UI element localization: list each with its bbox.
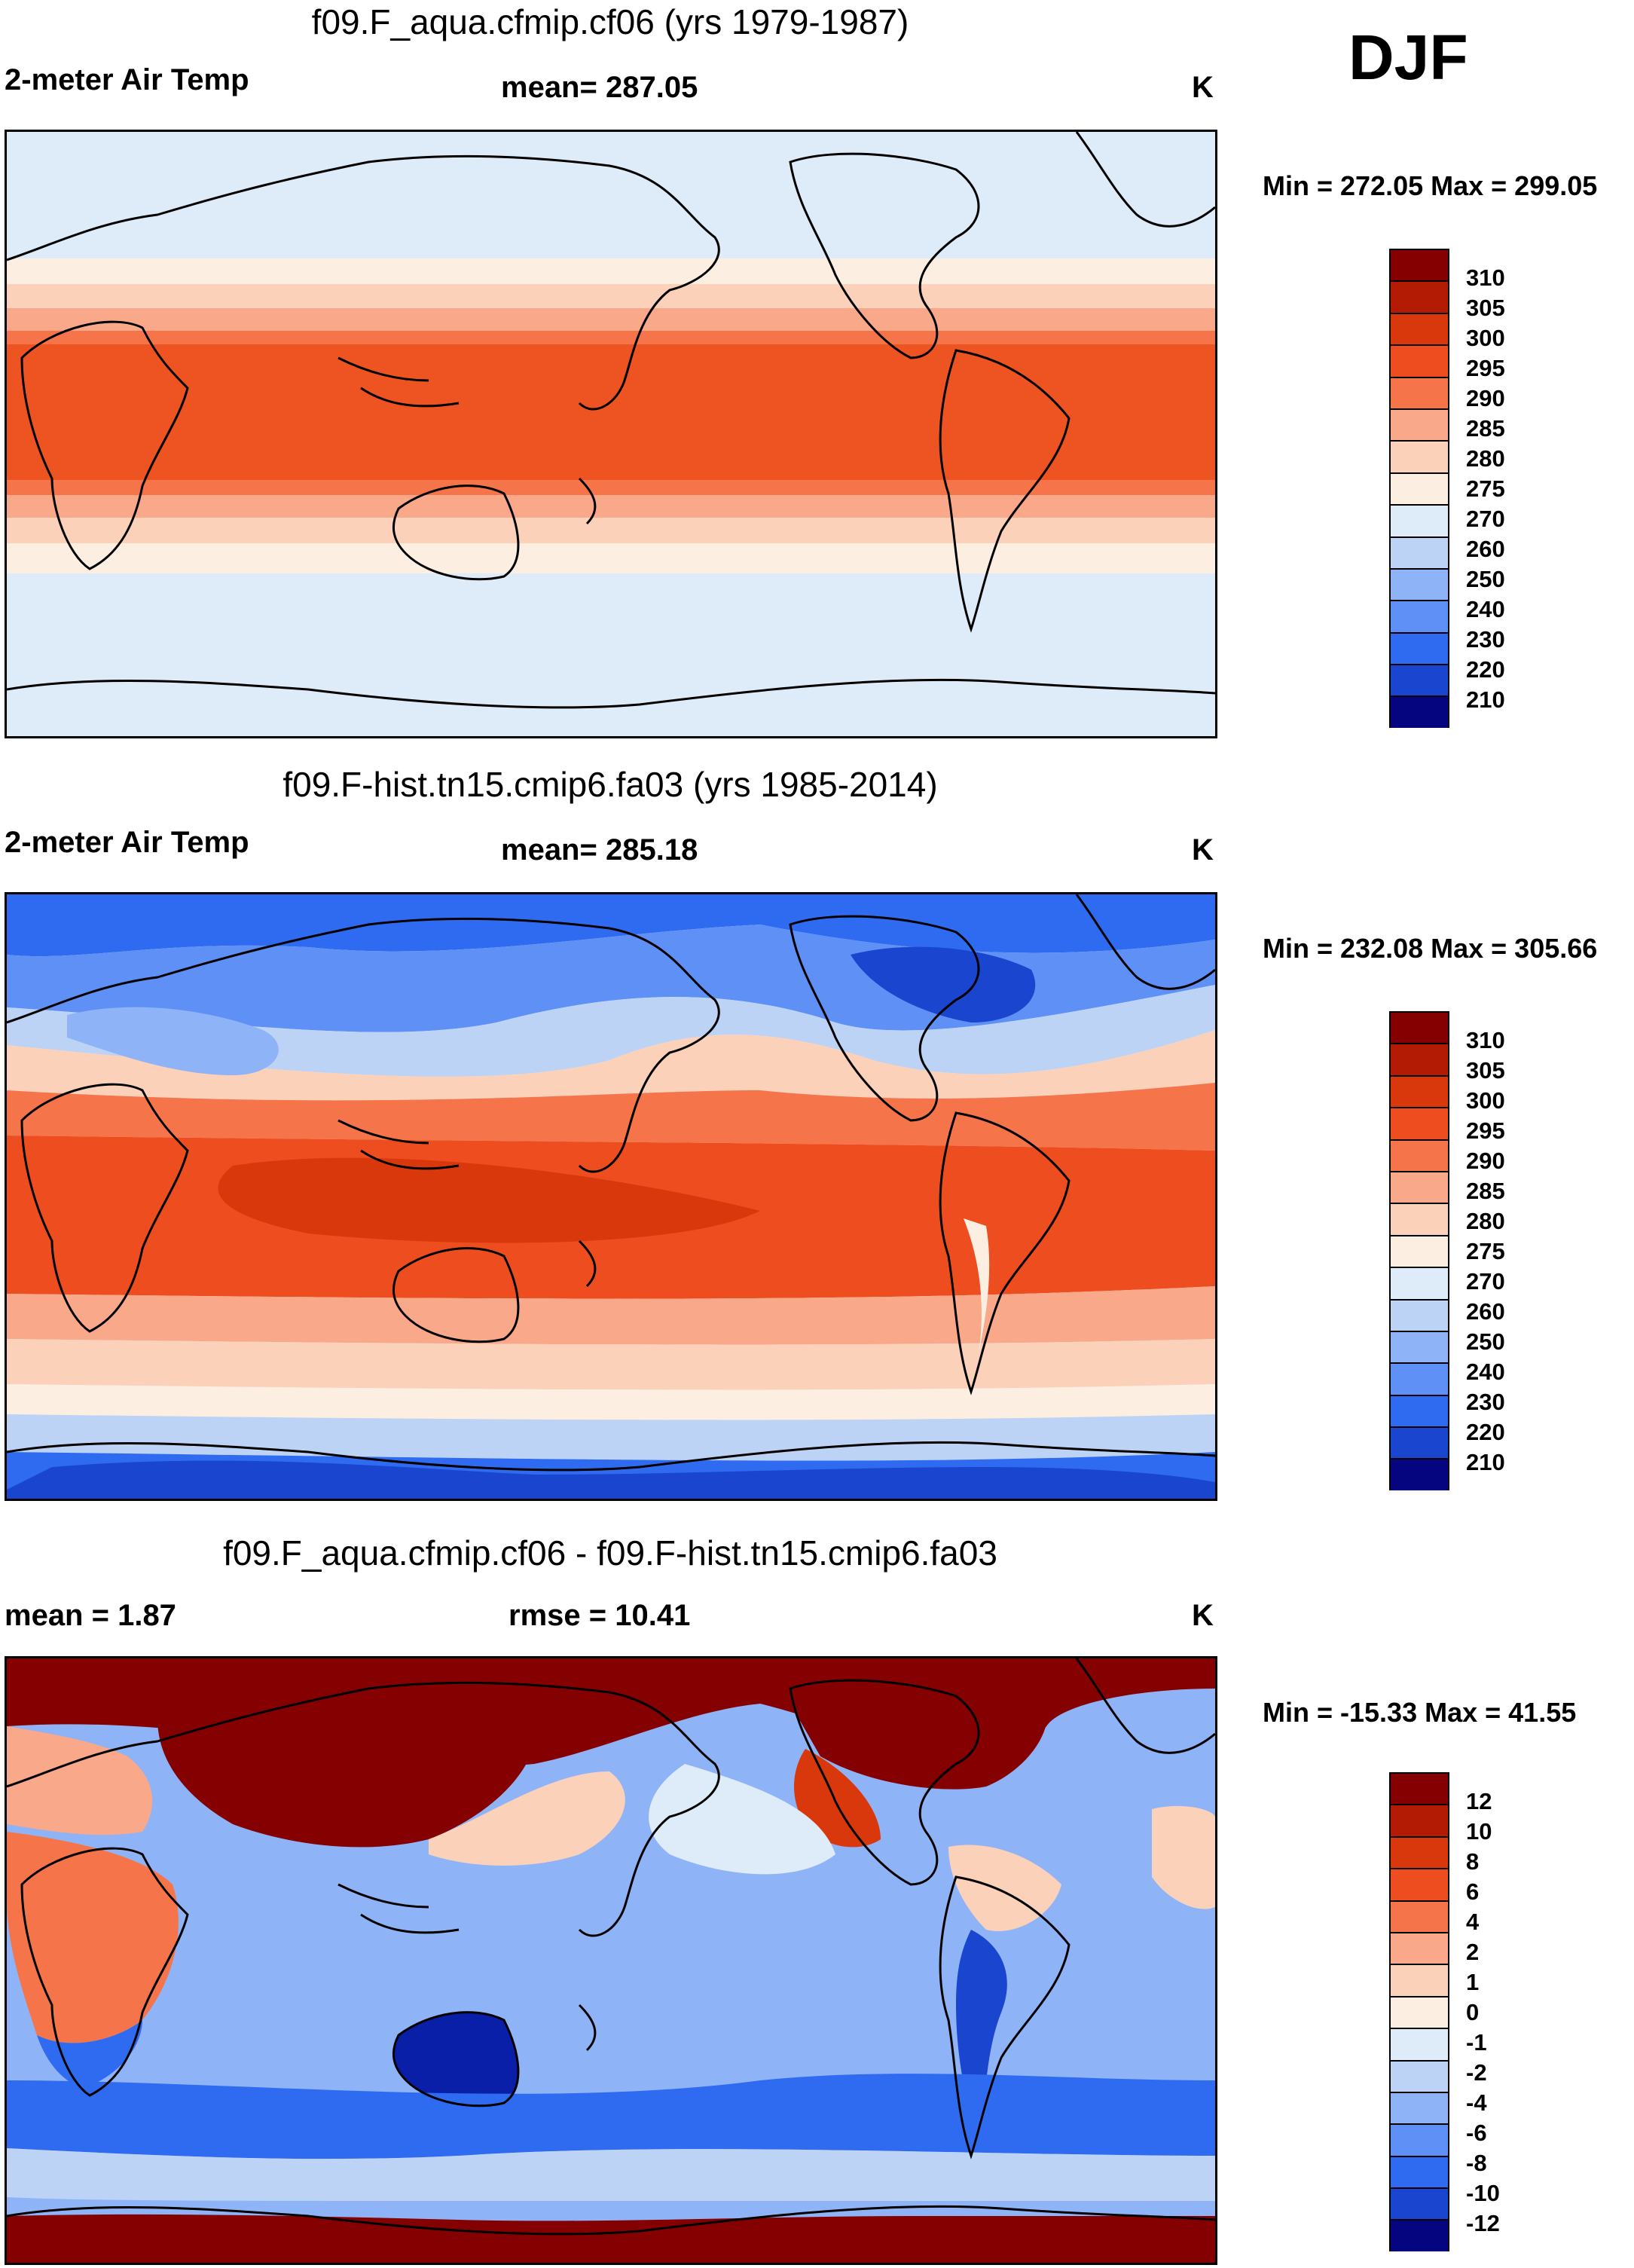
panel-3-tick: -8 bbox=[1466, 2150, 1487, 2176]
panel-2-tick: 240 bbox=[1466, 1359, 1505, 1385]
panel-1-tick: 230 bbox=[1466, 626, 1505, 653]
panel-2-tick: 295 bbox=[1466, 1117, 1505, 1144]
panel-1-units-label: K bbox=[1192, 71, 1214, 104]
panel-2-variable-label: 2-meter Air Temp bbox=[5, 826, 249, 859]
panel-2-coastlines bbox=[7, 894, 1215, 1472]
panel-1-tick: 275 bbox=[1466, 475, 1505, 502]
panel-1-variable-label: 2-meter Air Temp bbox=[5, 63, 249, 96]
panel-3-tick: 6 bbox=[1466, 1878, 1480, 1905]
panel-1-coastlines bbox=[7, 132, 1215, 709]
panel-3-tick: -2 bbox=[1466, 2059, 1487, 2086]
panel-1-tick: 220 bbox=[1466, 656, 1505, 683]
panel-3-tick: 2 bbox=[1466, 1939, 1480, 1965]
panel-1-tick: 305 bbox=[1466, 295, 1505, 321]
panel-3-tick: -6 bbox=[1466, 2120, 1487, 2146]
panel-2-tick: 290 bbox=[1466, 1148, 1505, 1174]
panel-3-tick: 4 bbox=[1466, 1909, 1480, 1935]
panel-1-tick: 260 bbox=[1466, 536, 1505, 562]
panel-2-tick: 275 bbox=[1466, 1238, 1505, 1264]
panel-3-map bbox=[5, 1656, 1217, 2265]
panel-2-tick: 220 bbox=[1466, 1419, 1505, 1445]
panel-1-tick: 280 bbox=[1466, 445, 1505, 472]
panel-2-tick: 285 bbox=[1466, 1178, 1505, 1204]
panel-1-mean-label: mean= 287.05 bbox=[501, 71, 698, 104]
panel-1-tick: 270 bbox=[1466, 506, 1505, 532]
panel-3-tick: -12 bbox=[1466, 2210, 1500, 2236]
panel-1-tick: 210 bbox=[1466, 686, 1505, 713]
panel-3-tick: 1 bbox=[1466, 1969, 1480, 1995]
panel-2-tick: 300 bbox=[1466, 1087, 1505, 1114]
panel-3-tick: -1 bbox=[1466, 2029, 1487, 2056]
panel-3-rmse-label: rmse = 10.41 bbox=[509, 1599, 691, 1632]
panel-2-title: f09.F-hist.tn15.cmip6.fa03 (yrs 1985-201… bbox=[283, 765, 938, 804]
panel-3-difference-field bbox=[7, 1658, 1215, 2263]
panel-2-tick: 210 bbox=[1466, 1449, 1505, 1475]
panel-2-mean-label: mean= 285.18 bbox=[501, 833, 698, 867]
panel-2-tick: 270 bbox=[1466, 1268, 1505, 1294]
panel-1-tick: 295 bbox=[1466, 355, 1505, 381]
panel-1-colorbar bbox=[1389, 249, 1449, 728]
panel-2-tick: 310 bbox=[1466, 1027, 1505, 1053]
panel-3-tick: 10 bbox=[1466, 1818, 1492, 1845]
panel-3-title: f09.F_aqua.cfmip.cf06 - f09.F-hist.tn15.… bbox=[223, 1533, 997, 1573]
panel-3-tick: 0 bbox=[1466, 1999, 1480, 2025]
panel-2-temperature-field bbox=[7, 894, 1215, 1499]
panel-1-tick: 300 bbox=[1466, 325, 1505, 351]
panel-1-tick: 285 bbox=[1466, 415, 1505, 442]
panel-3-minmax: Min = -15.33 Max = 41.55 bbox=[1263, 1697, 1577, 1728]
panel-2-tick: 230 bbox=[1466, 1389, 1505, 1415]
panel-2-colorbar bbox=[1389, 1011, 1449, 1490]
panel-1-minmax: Min = 272.05 Max = 299.05 bbox=[1263, 170, 1598, 201]
panel-1-temperature-bands bbox=[7, 132, 1215, 736]
panel-3-tick: -10 bbox=[1466, 2180, 1500, 2206]
panel-3-tick: 8 bbox=[1466, 1848, 1480, 1875]
panel-2-tick: 305 bbox=[1466, 1057, 1505, 1084]
panel-3-tick: -4 bbox=[1466, 2089, 1487, 2116]
panel-1-tick: 250 bbox=[1466, 566, 1505, 592]
panel-2-map bbox=[5, 892, 1217, 1501]
panel-1-tick: 240 bbox=[1466, 596, 1505, 622]
panel-3-units-label: K bbox=[1192, 1599, 1214, 1632]
panel-1-map bbox=[5, 130, 1217, 738]
panel-3-colorbar bbox=[1389, 1772, 1449, 2251]
panel-3-mean-label: mean = 1.87 bbox=[5, 1599, 176, 1632]
panel-2-tick: 280 bbox=[1466, 1208, 1505, 1234]
panel-1-tick: 290 bbox=[1466, 385, 1505, 411]
season-label: DJF bbox=[1348, 22, 1468, 93]
panel-2-minmax: Min = 232.08 Max = 305.66 bbox=[1263, 933, 1598, 964]
panel-2-tick: 260 bbox=[1466, 1298, 1505, 1325]
panel-2-units-label: K bbox=[1192, 833, 1214, 867]
panel-3-tick: 12 bbox=[1466, 1788, 1492, 1814]
panel-2-tick: 250 bbox=[1466, 1328, 1505, 1355]
panel-1-tick: 310 bbox=[1466, 264, 1505, 291]
panel-1-title: f09.F_aqua.cfmip.cf06 (yrs 1979-1987) bbox=[311, 2, 909, 41]
panel-3-coastlines bbox=[7, 1658, 1215, 2236]
